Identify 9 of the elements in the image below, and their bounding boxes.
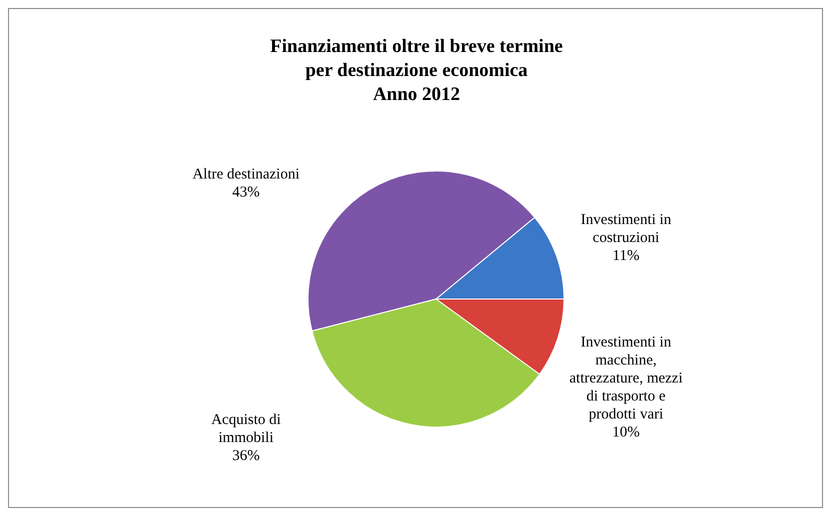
slice-label: Acquisto di immobili xyxy=(211,412,281,446)
chart-title: Finanziamenti oltre il breve termine per destinazione economica Anno 2012 xyxy=(269,35,564,107)
data-label: 10% xyxy=(612,424,640,441)
data-label: 43% xyxy=(232,184,260,200)
slice-label: Investimenti in macchine, attrezzature, mezzi di trasporto e prodotti vari xyxy=(569,334,683,423)
data-label: 11% xyxy=(612,248,640,264)
data-label: 36% xyxy=(232,448,260,464)
slice-label: Altre destinazioni xyxy=(192,166,300,182)
slice-label: Investimenti in costruzioni xyxy=(580,212,672,246)
